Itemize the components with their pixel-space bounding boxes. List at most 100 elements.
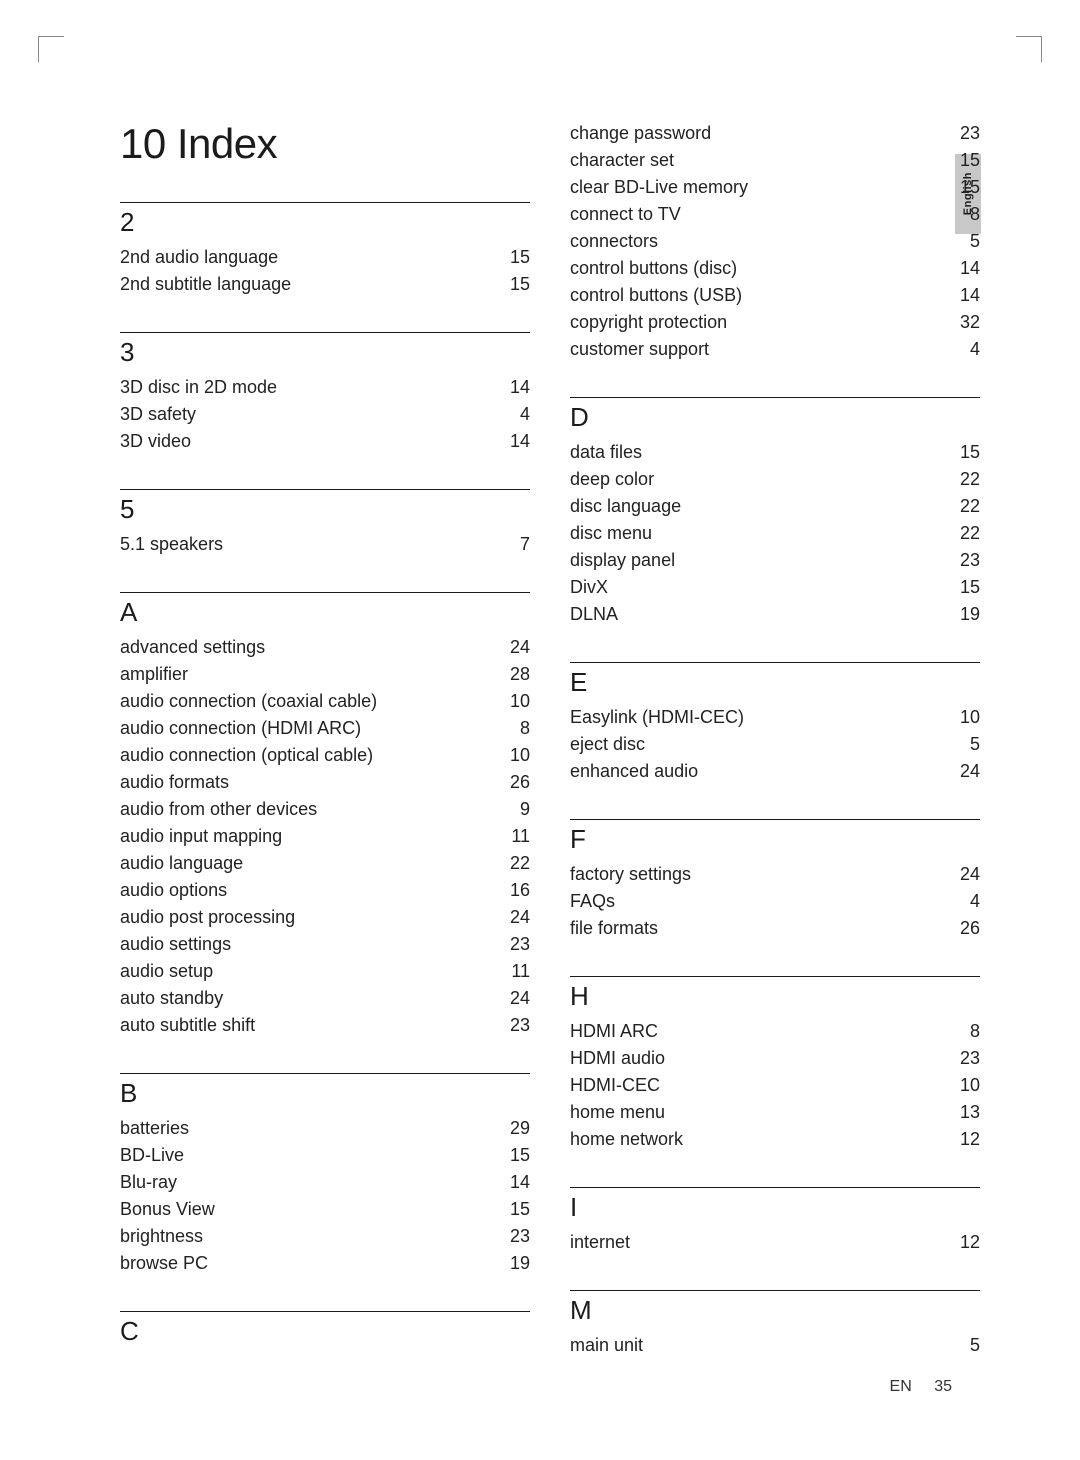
index-section: Bbatteries29BD-Live15Blu-ray14Bonus View… — [120, 1073, 530, 1277]
index-row: enhanced audio24 — [570, 758, 980, 785]
index-page: 4 — [944, 336, 980, 363]
index-row: 5.1 speakers7 — [120, 531, 530, 558]
index-row: batteries29 — [120, 1115, 530, 1142]
section-heading: 5 — [120, 494, 530, 525]
index-page: 15 — [494, 1142, 530, 1169]
index-page: 16 — [494, 877, 530, 904]
index-page: 24 — [494, 634, 530, 661]
index-row: audio options16 — [120, 877, 530, 904]
index-term: disc language — [570, 493, 944, 520]
index-page: 11 — [494, 958, 530, 985]
index-term: HDMI audio — [570, 1045, 944, 1072]
index-row: auto standby24 — [120, 985, 530, 1012]
index-term: 2nd subtitle language — [120, 271, 494, 298]
index-term: change password — [570, 120, 944, 147]
index-section: 5 5.1 speakers7 — [120, 489, 530, 558]
index-term: 3D video — [120, 428, 494, 455]
index-row: audio connection (coaxial cable)10 — [120, 688, 530, 715]
index-page: 23 — [944, 120, 980, 147]
index-term: brightness — [120, 1223, 494, 1250]
section-heading: D — [570, 402, 980, 433]
index-page: 22 — [944, 466, 980, 493]
index-term: character set — [570, 147, 944, 174]
index-term: FAQs — [570, 888, 944, 915]
index-page: 8 — [944, 201, 980, 228]
index-term: amplifier — [120, 661, 494, 688]
index-row: DLNA19 — [570, 601, 980, 628]
index-term: Bonus View — [120, 1196, 494, 1223]
index-term: audio from other devices — [120, 796, 494, 823]
index-row: control buttons (disc)14 — [570, 255, 980, 282]
index-term: display panel — [570, 547, 944, 574]
index-page: 4 — [494, 401, 530, 428]
index-term: audio connection (HDMI ARC) — [120, 715, 494, 742]
index-term: eject disc — [570, 731, 944, 758]
index-term: factory settings — [570, 861, 944, 888]
index-term: audio settings — [120, 931, 494, 958]
index-term: main unit — [570, 1332, 944, 1359]
section-heading: B — [120, 1078, 530, 1109]
index-page: 14 — [944, 255, 980, 282]
index-page: 24 — [944, 861, 980, 888]
index-row: eject disc5 — [570, 731, 980, 758]
index-page: 22 — [944, 520, 980, 547]
section-heading: A — [120, 597, 530, 628]
index-term: connectors — [570, 228, 944, 255]
index-page: 5 — [944, 731, 980, 758]
index-page: 15 — [494, 271, 530, 298]
index-term: connect to TV — [570, 201, 944, 228]
index-page: 8 — [494, 715, 530, 742]
index-page: 10 — [494, 742, 530, 769]
index-page: 15 — [494, 244, 530, 271]
index-term: audio post processing — [120, 904, 494, 931]
index-term: audio formats — [120, 769, 494, 796]
index-row: FAQs4 — [570, 888, 980, 915]
section-heading: F — [570, 824, 980, 855]
index-row: brightness23 — [120, 1223, 530, 1250]
index-page: 14 — [494, 428, 530, 455]
index-term: audio connection (coaxial cable) — [120, 688, 494, 715]
index-term: audio input mapping — [120, 823, 494, 850]
index-term: 2nd audio language — [120, 244, 494, 271]
index-term: advanced settings — [120, 634, 494, 661]
index-section: HHDMI ARC8HDMI audio23HDMI-CEC10home men… — [570, 976, 980, 1153]
index-page: 10 — [944, 704, 980, 731]
index-term: clear BD-Live memory — [570, 174, 944, 201]
index-row: Bonus View15 — [120, 1196, 530, 1223]
section-heading: C — [120, 1316, 530, 1347]
left-column: 10 Index 22nd audio language152nd subtit… — [120, 120, 530, 1393]
index-page: 4 — [944, 888, 980, 915]
section-heading: E — [570, 667, 980, 698]
section-heading: 2 — [120, 207, 530, 238]
index-row: audio connection (optical cable)10 — [120, 742, 530, 769]
index-section: Ffactory settings24FAQs4file formats26 — [570, 819, 980, 942]
index-section: C — [120, 1311, 530, 1347]
index-page: 22 — [944, 493, 980, 520]
index-term: HDMI-CEC — [570, 1072, 944, 1099]
index-term: 3D safety — [120, 401, 494, 428]
index-row: audio settings23 — [120, 931, 530, 958]
index-term: disc menu — [570, 520, 944, 547]
index-term: BD-Live — [120, 1142, 494, 1169]
index-page: 9 — [494, 796, 530, 823]
index-row: 3D video14 — [120, 428, 530, 455]
index-page: 32 — [944, 309, 980, 336]
index-row: control buttons (USB)14 — [570, 282, 980, 309]
index-row: audio input mapping11 — [120, 823, 530, 850]
index-row: DivX15 — [570, 574, 980, 601]
section-heading: H — [570, 981, 980, 1012]
index-term: file formats — [570, 915, 944, 942]
index-row: 2nd audio language15 — [120, 244, 530, 271]
index-row: deep color22 — [570, 466, 980, 493]
footer-lang: EN — [890, 1378, 912, 1395]
right-column: change password23character set15clear BD… — [570, 120, 980, 1393]
index-page: 22 — [494, 850, 530, 877]
index-section: Iinternet12 — [570, 1187, 980, 1256]
index-page: 14 — [494, 374, 530, 401]
index-page: 5 — [944, 228, 980, 255]
index-row: display panel23 — [570, 547, 980, 574]
index-row: internet12 — [570, 1229, 980, 1256]
index-section: Aadvanced settings24amplifier28audio con… — [120, 592, 530, 1039]
index-page: 23 — [494, 1012, 530, 1039]
crop-mark-tr — [1016, 36, 1042, 62]
